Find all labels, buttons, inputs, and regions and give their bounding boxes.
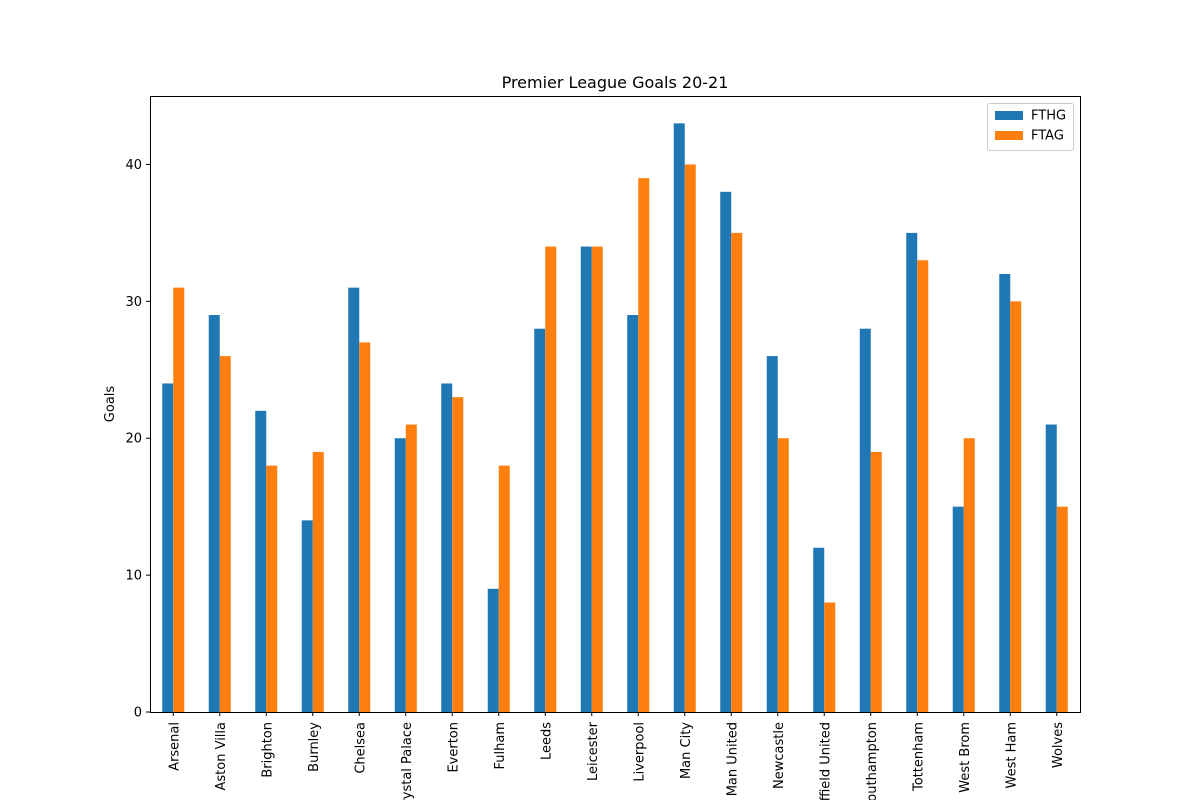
x-tick-label: Tottenham: [911, 722, 926, 792]
bar-ftag-man-city: [684, 164, 696, 712]
bar-ftag-arsenal: [173, 287, 185, 712]
bar-ftag-brighton: [266, 465, 278, 712]
x-tick-label: Sheffield United: [818, 722, 833, 800]
x-tick-label: Aston Villa: [214, 722, 229, 791]
y-tick-label: 0: [134, 706, 142, 721]
legend-label-fthg: FTHG: [1031, 109, 1066, 124]
y-tick-label: 20: [125, 432, 142, 447]
bar-ftag-burnley: [312, 451, 324, 712]
bar-fthg-liverpool: [627, 315, 639, 712]
bar-fthg-newcastle: [766, 356, 778, 712]
x-axis-ticks: Arsenal Aston Villa Brighton Burnley Chelsea…: [167, 712, 1066, 800]
y-axis-ticks: 0 10 20 30 40: [125, 158, 150, 721]
x-tick-label: Brighton: [260, 722, 275, 778]
x-tick-label: Leicester: [586, 721, 601, 781]
bar-ftag-sheffield-united: [824, 602, 836, 712]
bar-fthg-brighton: [255, 410, 267, 712]
bar-fthg-west-ham: [999, 273, 1011, 712]
legend: FTHG FTAG: [987, 103, 1074, 151]
bar-fthg-leeds: [534, 328, 546, 712]
bar-ftag-crystal-palace: [405, 424, 417, 712]
x-tick-label: Everton: [446, 722, 461, 773]
bar-ftag-fulham: [498, 465, 510, 712]
bar-fthg-arsenal: [162, 383, 174, 712]
bar-fthg-west-brom: [952, 506, 964, 712]
bar-ftag-chelsea: [359, 342, 371, 712]
bar-fthg-man-united: [720, 191, 732, 713]
bar-fthg-burnley: [301, 520, 313, 712]
bar-ftag-leeds: [545, 246, 557, 713]
bar-ftag-aston-villa: [219, 356, 231, 712]
bar-fthg-sheffield-united: [813, 547, 825, 712]
bars-group: [162, 123, 1068, 713]
x-tick-label: Crystal Palace: [400, 722, 415, 800]
bar-ftag-everton: [452, 397, 464, 712]
x-tick-label: Newcastle: [772, 722, 787, 789]
x-tick-label: Liverpool: [632, 722, 647, 782]
x-tick-label: Burnley: [307, 722, 322, 772]
bar-ftag-west-brom: [963, 438, 975, 712]
bar-ftag-west-ham: [1010, 301, 1022, 712]
bar-ftag-tottenham: [917, 260, 929, 712]
bar-fthg-chelsea: [348, 287, 360, 712]
x-tick-label: Man United: [725, 722, 740, 796]
bar-fthg-southampton: [859, 328, 871, 712]
x-tick-label: West Ham: [1004, 722, 1019, 789]
bar-ftag-leicester: [591, 246, 603, 713]
x-tick-label: Chelsea: [353, 722, 368, 774]
bar-fthg-aston-villa: [208, 315, 220, 712]
legend-label-ftag: FTAG: [1031, 129, 1064, 144]
chart-title: Premier League Goals 20-21: [502, 73, 729, 92]
y-tick-label: 30: [125, 295, 142, 310]
bar-fthg-fulham: [487, 588, 499, 712]
bar-fthg-leicester: [580, 246, 592, 713]
plot-frame: [150, 96, 1081, 713]
x-tick-label: Wolves: [1051, 722, 1066, 768]
bar-fthg-tottenham: [906, 232, 918, 712]
y-tick-label: 40: [125, 158, 142, 173]
bar-ftag-southampton: [870, 451, 882, 712]
x-tick-label: Arsenal: [167, 722, 182, 771]
x-tick-label: Man City: [679, 722, 694, 779]
bar-ftag-newcastle: [777, 438, 789, 712]
bar-ftag-man-united: [731, 232, 743, 712]
bar-ftag-wolves: [1056, 506, 1068, 712]
bar-fthg-crystal-palace: [394, 438, 406, 712]
y-tick-label: 10: [125, 569, 142, 584]
legend-swatch-fthg: [995, 111, 1023, 120]
bar-fthg-everton: [441, 383, 453, 712]
x-tick-label: West Brom: [958, 722, 973, 793]
bar-fthg-man-city: [673, 123, 685, 712]
x-tick-label: Southampton: [865, 722, 880, 800]
y-axis-title: Goals: [103, 386, 118, 423]
x-tick-label: Fulham: [493, 722, 508, 770]
bar-ftag-liverpool: [638, 178, 650, 713]
legend-swatch-ftag: [995, 131, 1023, 140]
x-tick-label: Leeds: [539, 722, 554, 760]
bar-fthg-wolves: [1045, 424, 1057, 712]
